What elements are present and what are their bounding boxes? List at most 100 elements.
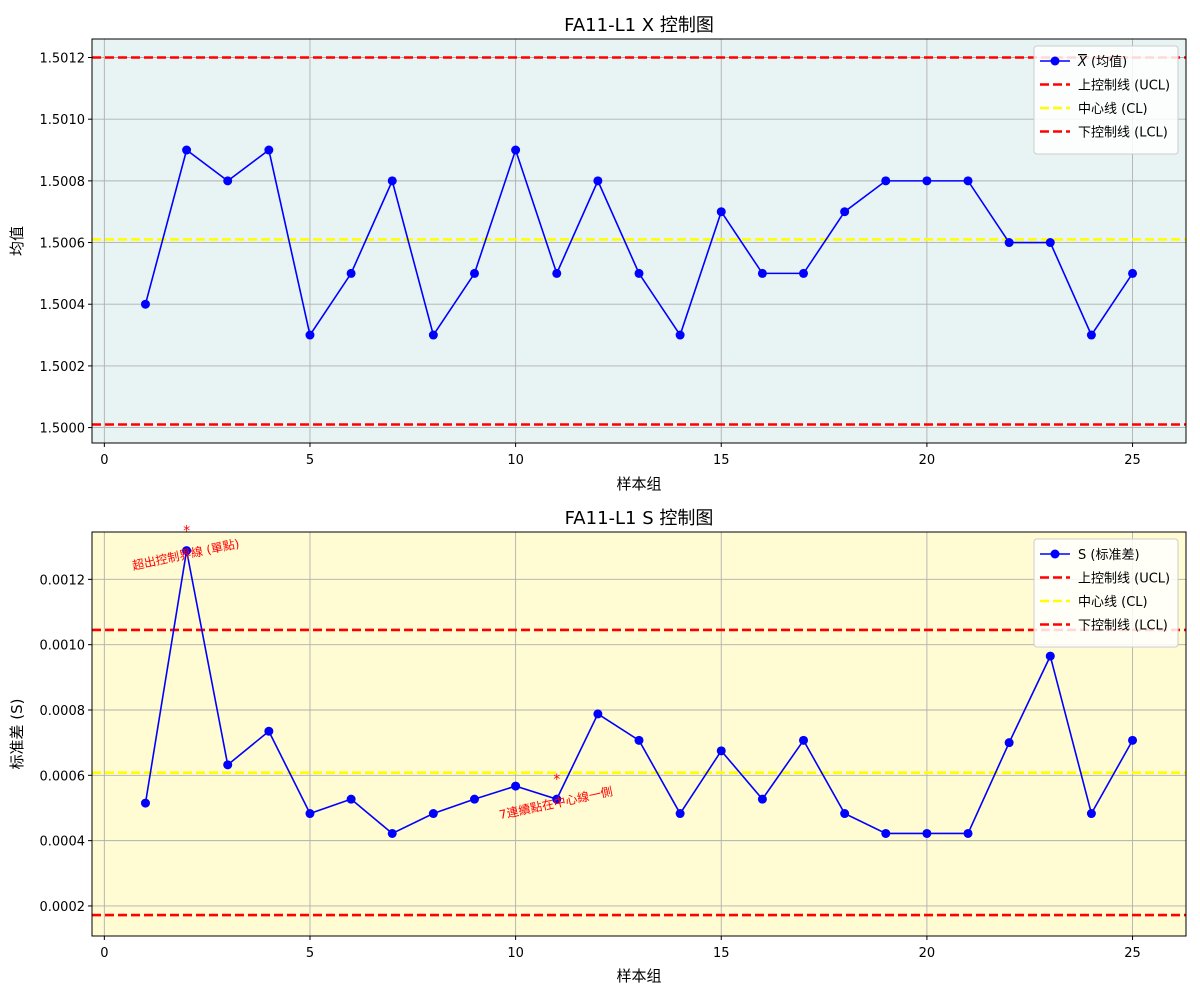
data-point: [757, 268, 767, 278]
data-point: [593, 709, 603, 719]
data-point: [1004, 738, 1014, 748]
data-point: [634, 268, 644, 278]
data-point: [1045, 238, 1055, 248]
data-point: [264, 145, 274, 155]
axes-frame: [91, 531, 1187, 937]
data-point: [552, 268, 562, 278]
legend-label-control-line: 中心线 (CL): [1078, 102, 1148, 117]
data-point: [757, 794, 767, 804]
data-point: [305, 330, 315, 340]
data-point: [963, 828, 973, 838]
data-point: [922, 828, 932, 838]
x-tick-label: 25: [1124, 453, 1141, 468]
y-tick-label: 0.0006: [40, 769, 86, 784]
legend-handle-marker: [1050, 549, 1060, 559]
data-point: [511, 145, 521, 155]
y-tick-label: 1.5008: [40, 175, 86, 190]
data-point: [881, 828, 891, 838]
data-point: [387, 828, 397, 838]
data-point: [469, 268, 479, 278]
y-tick-label: 0.0012: [40, 573, 86, 588]
data-point: [675, 330, 685, 340]
y-tick-label: 0.0010: [40, 639, 86, 654]
data-point: [387, 176, 397, 186]
x-tick-label: 25: [1124, 946, 1141, 961]
data-point: [634, 735, 644, 745]
data-point: [511, 781, 521, 791]
data-point: [1004, 238, 1014, 248]
data-point: [140, 299, 150, 309]
plot-area: [92, 39, 1186, 443]
y-tick-label: 1.5000: [40, 422, 86, 437]
legend-label-control-line: 上控制线 (UCL): [1078, 572, 1170, 587]
x-tick-label: 0: [100, 946, 108, 961]
x-tick-label: 15: [713, 946, 730, 961]
y-tick-label: 1.5004: [40, 298, 86, 313]
chart-panel-1: 0 5 10 15 20 25 1.5000 1.5002 1.5004 1.5006 1.5008…: [8, 15, 1187, 493]
data-point: [428, 330, 438, 340]
data-point: [963, 176, 973, 186]
x-tick-label: 5: [306, 453, 314, 468]
x-tick-label: 10: [507, 946, 524, 961]
x-tick-label: 20: [919, 453, 936, 468]
data-point: [264, 726, 274, 736]
x-tick-label: 20: [919, 946, 936, 961]
data-point: [593, 176, 603, 186]
chart-title: FA11-L1 X 控制图: [564, 15, 714, 36]
data-point: [799, 268, 809, 278]
data-point: [716, 207, 726, 217]
y-tick-label: 1.5002: [40, 360, 86, 375]
x-axis-label: 样本组: [616, 967, 661, 985]
y-tick-label: 0.0002: [40, 900, 86, 915]
legend-handle-marker: [1050, 56, 1060, 66]
y-tick-label: 1.5012: [40, 52, 86, 67]
legend: X (均值) 上控制线 (UCL) 中心线 (CL) 下控制线 (LCL): [1033, 45, 1179, 155]
data-point: [223, 760, 233, 770]
annotation-marker: *: [553, 772, 560, 788]
legend: S (标准差) 上控制线 (UCL) 中心线 (CL) 下控制线 (LCL): [1033, 538, 1179, 648]
data-point: [1128, 735, 1138, 745]
legend-box: [1033, 538, 1179, 648]
data-point: [799, 735, 809, 745]
data-point: [1128, 268, 1138, 278]
data-point: [346, 268, 356, 278]
chart-title: FA11-L1 S 控制图: [565, 508, 714, 529]
legend-label-control-line: 下控制线 (LCL): [1078, 126, 1168, 141]
data-point: [182, 546, 192, 556]
legend-label-control-line: 上控制线 (UCL): [1078, 79, 1170, 94]
plot-area: [92, 532, 1186, 936]
data-point: [552, 794, 562, 804]
data-point: [675, 809, 685, 819]
x-axis-label: 样本组: [616, 475, 661, 493]
y-tick-label: 0.0004: [40, 835, 86, 850]
axes-frame: [91, 38, 1187, 444]
x-tick-label: 0: [100, 453, 108, 468]
data-point: [346, 794, 356, 804]
legend-label-control-line: 下控制线 (LCL): [1078, 619, 1168, 634]
x-tick-label: 5: [306, 946, 314, 961]
data-point: [428, 809, 438, 819]
data-point: [140, 798, 150, 808]
legend-label-control-line: 中心线 (CL): [1078, 595, 1148, 610]
data-point: [840, 207, 850, 217]
y-axis-label: 均值: [8, 226, 26, 256]
data-point: [922, 176, 932, 186]
y-axis-label: 标准差 (S): [8, 699, 26, 770]
y-tick-label: 1.5006: [40, 237, 86, 252]
legend-box: [1033, 45, 1179, 155]
data-point: [840, 809, 850, 819]
y-tick-label: 0.0008: [40, 704, 86, 719]
x-tick-label: 15: [713, 453, 730, 468]
data-point: [716, 746, 726, 756]
data-point: [881, 176, 891, 186]
data-point: [1086, 809, 1096, 819]
data-point: [223, 176, 233, 186]
data-point: [469, 794, 479, 804]
legend-label-series: S (标准差): [1078, 548, 1140, 563]
data-point: [1045, 651, 1055, 661]
y-tick-label: 1.5010: [40, 113, 86, 128]
data-point: [182, 145, 192, 155]
